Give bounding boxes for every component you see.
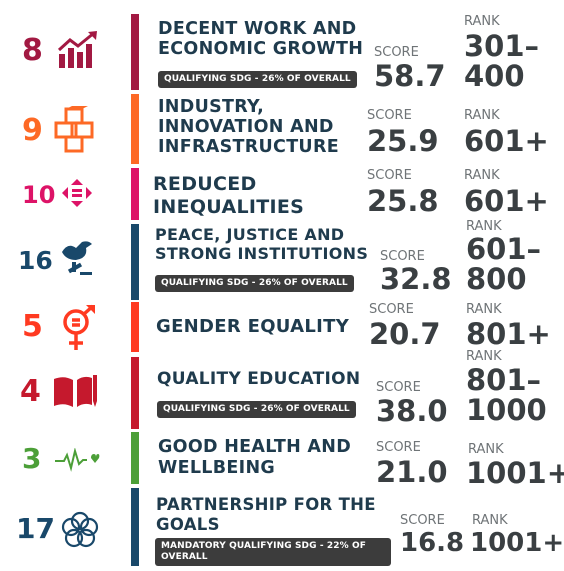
- sdg-number: 10: [22, 181, 56, 209]
- sdg-color-bar: [131, 302, 139, 352]
- score-label: SCORE: [367, 108, 412, 123]
- score-label: SCORE: [376, 380, 421, 395]
- score-value: 25.8: [367, 184, 439, 218]
- score-label: SCORE: [380, 249, 425, 264]
- rank-label: RANK: [464, 14, 500, 29]
- sdg-row-4: 4 QUALITY EDUCATION QUALIFYING SDG - 26%…: [0, 350, 564, 429]
- sdg-title: DECENT WORK AND ECONOMIC GROWTH: [158, 19, 364, 59]
- rank-label: RANK: [472, 513, 508, 528]
- sdg-row-3: 3 GOOD HEALTH AND WELLBEING SCORE 21.0 R…: [0, 432, 564, 489]
- sdg-number: 9: [22, 113, 43, 148]
- sdg-row-16: 16 PEACE, JUSTICE AND STRONG INSTITUTION…: [0, 220, 564, 300]
- sdg-row-9: 9 INDUSTRY, INNOVATION AND INFRASTRUCTUR…: [0, 94, 564, 164]
- sdg-title: GENDER EQUALITY: [156, 316, 350, 337]
- sdg-title: GOOD HEALTH AND WELLBEING: [158, 437, 352, 478]
- score-label: SCORE: [367, 168, 412, 183]
- qualifying-badge: QUALIFYING SDG - 26% OF OVERALL: [157, 401, 356, 418]
- book-pencil-icon: [52, 373, 98, 413]
- sdg-title: INDUSTRY, INNOVATION AND INFRASTRUCTURE: [158, 97, 339, 157]
- score-value: 38.0: [376, 394, 448, 428]
- sdg-color-bar: [131, 357, 139, 429]
- sdg-number: 4: [20, 374, 41, 409]
- score-label: SCORE: [400, 513, 445, 528]
- sdg-row-10: 10 REDUCED INEQUALITIES SCORE 25.8 RANK …: [0, 168, 564, 220]
- mandatory-badge: MANDATORY QUALIFYING SDG - 22% OF OVERAL…: [155, 538, 391, 566]
- rank-value: 601– 800: [466, 232, 542, 296]
- rank-label: RANK: [466, 349, 502, 364]
- score-value: 25.9: [367, 124, 439, 158]
- rank-label: RANK: [464, 108, 500, 123]
- score-value: 32.8: [380, 262, 452, 296]
- score-value: 20.7: [369, 317, 441, 351]
- sdg-number: 8: [22, 33, 43, 68]
- rank-value: 801– 1000: [466, 363, 547, 427]
- sdg-color-bar: [131, 432, 139, 484]
- cubes-icon: [50, 106, 100, 158]
- equality-arrows-icon: [62, 179, 92, 211]
- sdg-title: REDUCED INEQUALITIES: [153, 173, 305, 218]
- rank-label: RANK: [466, 302, 502, 317]
- rank-value: 301– 400: [464, 29, 540, 93]
- sdg-row-5: 5 GENDER EQUALITY SCORE 20.7 RANK 801+: [0, 302, 564, 352]
- rank-label: RANK: [464, 168, 500, 183]
- rank-value: 601+: [464, 184, 549, 218]
- sdg-number: 17: [16, 512, 55, 545]
- rank-value: 601+: [464, 124, 549, 158]
- sdg-title: PARTNERSHIP FOR THE GOALS: [156, 495, 376, 534]
- rank-label: RANK: [468, 442, 504, 457]
- interlinked-rings-icon: [60, 510, 100, 554]
- score-value: 21.0: [376, 455, 448, 489]
- rank-label: RANK: [466, 219, 502, 234]
- sdg-number: 3: [22, 442, 42, 475]
- gender-symbol-icon: [60, 304, 96, 356]
- sdg-color-bar: [131, 224, 139, 300]
- score-label: SCORE: [369, 302, 414, 317]
- sdg-row-17: 17 PARTNERSHIP FOR THE GOALS MANDATORY Q…: [0, 488, 564, 566]
- growth-chart-icon: [56, 30, 100, 72]
- sdg-number: 16: [18, 246, 53, 275]
- sdg-title: QUALITY EDUCATION: [157, 369, 361, 389]
- rank-value: 1001+: [466, 456, 564, 490]
- score-value: 16.8: [400, 528, 465, 558]
- rank-value: 1001+: [470, 528, 564, 558]
- sdg-title: PEACE, JUSTICE AND STRONG INSTITUTIONS: [155, 225, 369, 263]
- qualifying-badge: QUALIFYING SDG - 26% OF OVERALL: [155, 275, 354, 292]
- score-label: SCORE: [374, 45, 419, 60]
- qualifying-badge: QUALIFYING SDG - 26% OF OVERALL: [158, 71, 357, 88]
- score-value: 58.7: [374, 59, 446, 93]
- heartbeat-icon: [54, 447, 100, 476]
- score-label: SCORE: [376, 440, 421, 455]
- sdg-color-bar: [131, 488, 139, 566]
- dove-gavel-icon: [58, 238, 94, 280]
- sdg-number: 5: [22, 309, 43, 344]
- rank-value: 801+: [466, 317, 551, 351]
- sdg-color-bar: [131, 14, 139, 90]
- sdg-color-bar: [131, 94, 139, 164]
- sdg-color-bar: [131, 168, 139, 220]
- sdg-row-8: 8 DECENT WORK AND ECONOMIC GROWTH QUALIF…: [0, 14, 564, 93]
